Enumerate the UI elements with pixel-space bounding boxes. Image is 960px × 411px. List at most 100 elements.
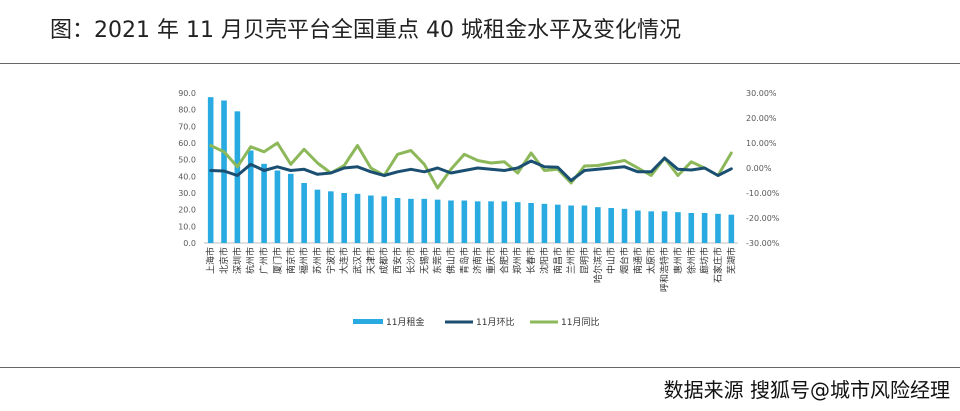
y-right-tick-label: 30.00% xyxy=(746,89,777,98)
x-category-label: 惠州市 xyxy=(672,247,684,274)
rent-bar xyxy=(514,202,521,243)
x-category-label: 青岛市 xyxy=(458,247,470,274)
y-left-tick-label: 0.0 xyxy=(183,239,196,248)
x-category-label: 福州市 xyxy=(298,247,310,274)
rent-bar xyxy=(461,200,468,243)
rent-bar xyxy=(608,208,614,243)
x-category-label: 大连市 xyxy=(338,247,350,274)
y-left-tick-label: 20.0 xyxy=(178,206,196,215)
top-divider xyxy=(0,63,960,64)
y-left-tick-label: 10.0 xyxy=(178,222,196,231)
x-category-label: 苏州市 xyxy=(311,247,323,274)
y-left-tick-label: 90.0 xyxy=(178,89,196,98)
rent-bar xyxy=(448,200,454,243)
x-category-label: 呼和浩特市 xyxy=(659,247,671,292)
rent-bar xyxy=(528,203,534,243)
x-category-label: 武汉市 xyxy=(352,247,364,274)
chart-title: 图：2021 年 11 月贝壳平台全国重点 40 城租金水平及变化情况 xyxy=(50,18,681,43)
x-category-label: 上海市 xyxy=(205,247,217,274)
rent-bar xyxy=(595,207,601,243)
x-category-label: 宁波市 xyxy=(325,247,337,274)
x-category-label: 郑州市 xyxy=(512,247,524,274)
x-category-label: 成都市 xyxy=(378,247,390,274)
mom-line xyxy=(209,156,733,182)
legend-rent-swatch xyxy=(353,319,383,324)
x-category-label: 南通市 xyxy=(632,247,644,274)
rent-bar xyxy=(261,163,267,243)
x-category-label: 东莞市 xyxy=(432,247,444,274)
x-category-label: 广州市 xyxy=(258,247,270,274)
x-category-label: 芜湖市 xyxy=(725,247,737,274)
rent-bar xyxy=(328,191,334,243)
y-right-tick-label: 20.00% xyxy=(746,114,777,123)
rent-bar xyxy=(541,203,548,243)
y-left-tick-label: 40.0 xyxy=(178,172,196,181)
legend-mom-label: 11月环比 xyxy=(476,316,514,328)
rent-bar xyxy=(301,183,307,243)
y-right-tick-label: 10.00% xyxy=(746,139,777,148)
x-category-label: 昆明市 xyxy=(578,247,590,274)
x-category-label: 北京市 xyxy=(218,247,230,274)
y-left-tick-label: 70.0 xyxy=(178,122,196,131)
rent-bar xyxy=(421,198,428,243)
rent-bar xyxy=(635,210,641,243)
y-left-tick-label: 50.0 xyxy=(178,156,196,165)
rent-bar xyxy=(408,198,414,243)
rent-bar xyxy=(728,214,735,243)
rent-bar xyxy=(675,212,681,243)
x-category-label: 西安市 xyxy=(392,247,404,274)
rent-bar xyxy=(621,208,628,243)
x-category-label: 无锡市 xyxy=(418,247,430,274)
rent-bar xyxy=(354,193,361,243)
bottom-divider xyxy=(0,367,960,368)
rent-bar xyxy=(581,205,588,243)
y-right-tick-label: -30.00% xyxy=(746,239,780,248)
rent-bar xyxy=(554,204,561,243)
rent-bar xyxy=(234,111,241,243)
legend-rent-label: 11月租金 xyxy=(386,316,424,328)
y-left-tick-label: 60.0 xyxy=(178,139,196,148)
rent-bar xyxy=(501,201,508,243)
x-category-label: 济南市 xyxy=(472,247,484,274)
rent-bar xyxy=(648,211,655,243)
x-category-label: 深圳市 xyxy=(231,247,243,274)
x-category-label: 石家庄市 xyxy=(712,247,724,283)
x-category-label: 廊坊市 xyxy=(699,247,711,274)
x-category-label: 合肥市 xyxy=(498,247,510,274)
y-right-tick-label: 0.00% xyxy=(746,164,772,173)
rent-bar xyxy=(488,201,494,243)
rent-bar xyxy=(341,193,347,243)
rent-bar xyxy=(688,213,695,243)
y-right-tick-label: -10.00% xyxy=(746,189,780,198)
rent-bar xyxy=(568,205,574,243)
legend-yoy-label: 11月同比 xyxy=(561,316,599,328)
source-note: 数据来源 搜狐号@城市风险经理 xyxy=(663,378,950,402)
rent-bar xyxy=(661,211,668,243)
rent-bar xyxy=(368,195,374,243)
x-category-label: 兰州市 xyxy=(565,247,577,274)
rent-bar xyxy=(287,173,294,243)
x-category-label: 南昌市 xyxy=(552,247,564,274)
x-category-label: 杭州市 xyxy=(245,247,257,274)
y-left-tick-label: 30.0 xyxy=(178,189,196,198)
rent-bar xyxy=(314,189,321,243)
x-category-label: 佛山市 xyxy=(445,247,457,274)
rent-bar xyxy=(701,213,708,243)
rent-bar xyxy=(434,199,441,243)
x-category-label: 烟台市 xyxy=(619,247,631,274)
x-category-label: 南京市 xyxy=(285,247,297,274)
x-category-label: 长春市 xyxy=(525,247,537,274)
x-category-label: 徐州市 xyxy=(685,247,697,274)
y-left-tick-label: 80.0 xyxy=(178,106,196,115)
x-category-label: 沈阳市 xyxy=(538,247,550,274)
x-category-label: 太原市 xyxy=(645,247,657,274)
x-category-label: 哈尔滨市 xyxy=(592,247,604,283)
x-category-label: 天津市 xyxy=(365,247,377,274)
x-category-label: 重庆市 xyxy=(485,247,497,274)
rent-bar xyxy=(394,198,401,243)
rent-bar xyxy=(274,170,281,243)
x-category-label: 长沙市 xyxy=(405,247,417,274)
rent-bar xyxy=(247,150,254,243)
y-right-tick-label: -20.00% xyxy=(746,214,780,223)
